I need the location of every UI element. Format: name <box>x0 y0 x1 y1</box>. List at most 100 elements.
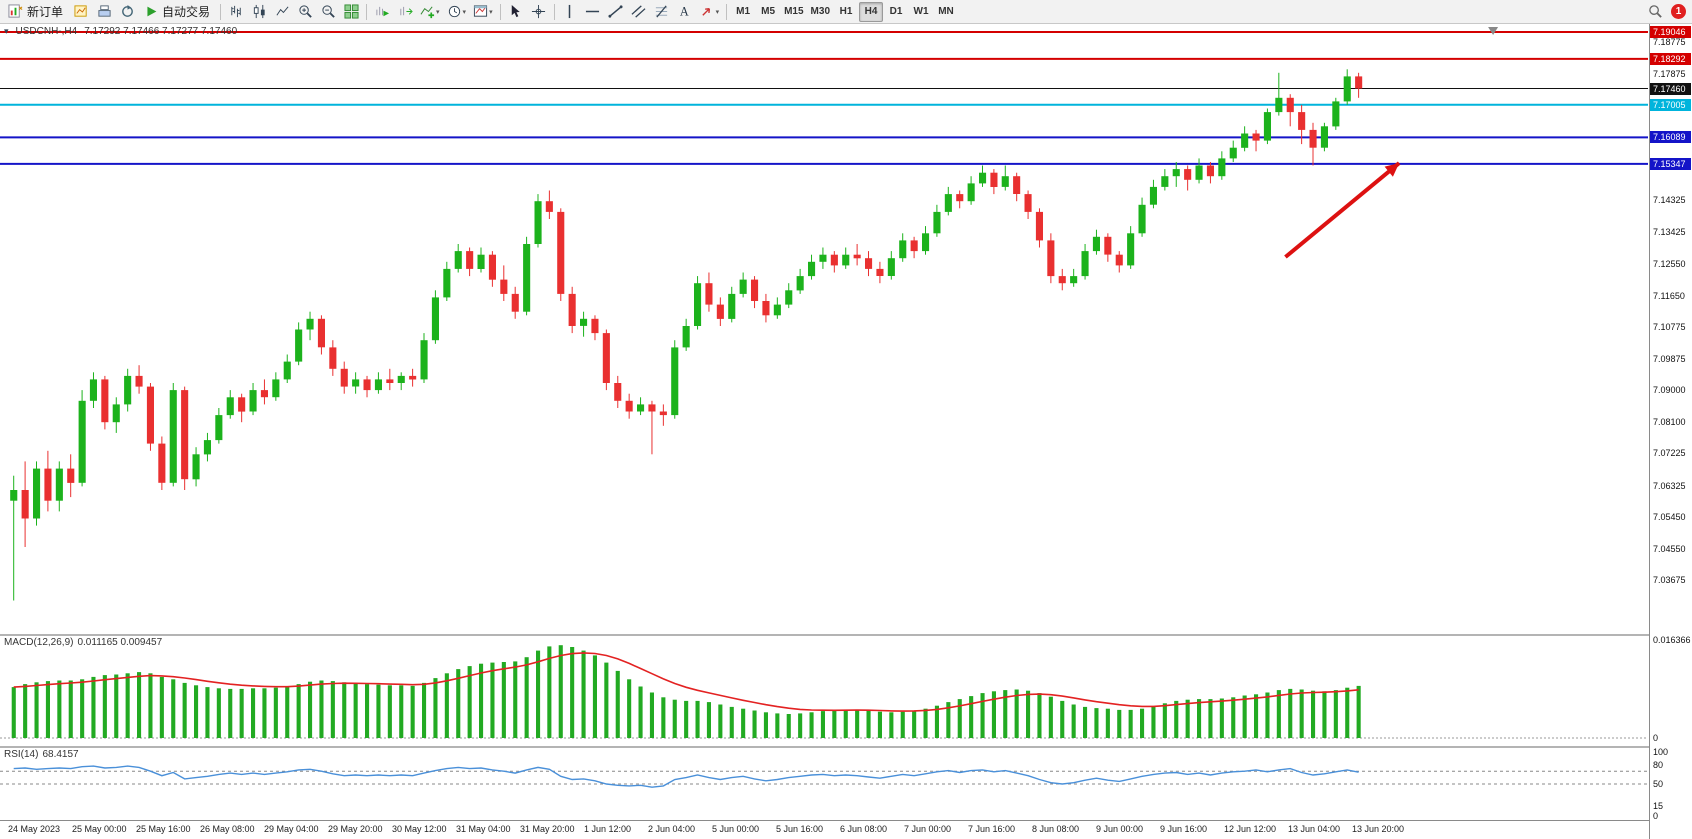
macd-header: MACD(12,26,9) 0.011165 0.009457 <box>4 637 162 648</box>
timeframe-w1-button[interactable]: W1 <box>909 2 933 22</box>
new-order-icon <box>8 4 23 19</box>
tile-windows-icon <box>344 4 359 19</box>
auto-trading-button[interactable]: 自动交易 <box>139 2 216 22</box>
price-axis[interactable]: 7.18775 7.17875 7.14325 7.13425 7.12550 7.116… <box>1650 24 1691 839</box>
price-tag: 7.16089 <box>1650 131 1691 144</box>
dropdown-arrow-icon: ▾ <box>462 8 467 16</box>
timeframe-d1-button[interactable]: D1 <box>884 2 908 22</box>
crosshair-icon <box>531 4 546 19</box>
vertical-line-button[interactable] <box>559 2 581 22</box>
fibonacci-button[interactable] <box>651 2 673 22</box>
new-order-label: 新订单 <box>27 5 64 19</box>
channel-icon <box>631 4 646 19</box>
zoom-in-button[interactable] <box>294 2 316 22</box>
price-tag: 7.17460 <box>1650 82 1691 95</box>
axis-label: 7.04550 <box>1653 543 1686 554</box>
chart-window: ▾ USDCNH-,H4 7.17292 7.17466 7.17277 7.1… <box>0 24 1692 839</box>
auto-scroll-icon <box>375 4 390 19</box>
time-label: 9 Jun 16:00 <box>1160 824 1208 834</box>
cursor-icon <box>508 4 523 19</box>
zoom-out-button[interactable] <box>317 2 339 22</box>
search-button[interactable] <box>1644 2 1666 22</box>
timeframe-mn-button[interactable]: MN <box>934 2 958 22</box>
axis-label: 7.07225 <box>1653 448 1686 459</box>
rsi-value: 68.4157 <box>42 749 79 760</box>
trendline-icon <box>608 4 623 19</box>
macd-panel[interactable]: MACD(12,26,9) 0.011165 0.009457 <box>0 636 1649 746</box>
time-label: 26 May 08:00 <box>200 824 255 834</box>
profiles-button[interactable] <box>93 2 115 22</box>
search-icon <box>1648 4 1663 19</box>
time-label: 31 May 20:00 <box>520 824 575 834</box>
refresh-button[interactable] <box>116 2 138 22</box>
zoom-in-icon <box>298 4 313 19</box>
axis-label: 7.10775 <box>1653 321 1686 332</box>
symbol-menu-icon[interactable]: ▾ <box>4 26 9 36</box>
candlestick-chart-button[interactable] <box>248 2 270 22</box>
arrows-button[interactable]: ▾ <box>697 2 723 22</box>
axis-label: 80 <box>1653 759 1664 770</box>
channel-button[interactable] <box>628 2 650 22</box>
time-label: 29 May 20:00 <box>328 824 383 834</box>
toolbar-separator <box>366 3 368 20</box>
templates-button[interactable]: ▾ <box>470 2 496 22</box>
time-label: 9 Jun 00:00 <box>1096 824 1144 834</box>
horizontal-line-icon <box>585 4 600 19</box>
fibonacci-icon <box>654 4 669 19</box>
rsi-panel[interactable]: RSI(14) 68.4157 <box>0 748 1649 820</box>
axis-label: 0 <box>1653 733 1659 743</box>
axis-label: 7.06325 <box>1653 480 1686 491</box>
periods-button[interactable]: ▾ <box>444 2 470 22</box>
vertical-line-icon <box>562 4 577 19</box>
panel-divider[interactable] <box>0 634 1649 636</box>
axis-label: 7.17875 <box>1653 68 1686 79</box>
bar-chart-button[interactable] <box>225 2 247 22</box>
rsi-chart[interactable] <box>0 748 1648 820</box>
chart-shift-button[interactable] <box>394 2 416 22</box>
macd-values: 0.011165 0.009457 <box>77 637 163 648</box>
new-order-button[interactable]: 新订单 <box>2 2 69 22</box>
macd-chart[interactable] <box>0 636 1648 746</box>
toolbar-separator <box>726 3 728 20</box>
text-button[interactable]: A <box>674 2 696 22</box>
timeframe-m30-button[interactable]: M30 <box>808 2 833 22</box>
zoom-out-icon <box>321 4 336 19</box>
dropdown-arrow-icon: ▾ <box>489 8 493 16</box>
axis-label: 15 <box>1653 801 1664 812</box>
new-chart-button[interactable] <box>70 2 92 22</box>
line-chart-button[interactable] <box>271 2 293 22</box>
panel-divider[interactable] <box>0 746 1649 748</box>
main-toolbar: 新订单 自动交易 ▾ ▾ ▾ A ▾ M1 M5 <box>0 0 1692 24</box>
template-icon <box>473 4 488 19</box>
timeframe-m15-button[interactable]: M15 <box>781 2 806 22</box>
trendline-button[interactable] <box>605 2 627 22</box>
indicators-button[interactable]: ▾ <box>417 2 443 22</box>
toolbar-separator <box>553 3 555 20</box>
line-chart-icon <box>275 4 290 19</box>
notification-badge[interactable]: 1 <box>1671 4 1686 19</box>
horizontal-line-button[interactable] <box>582 2 604 22</box>
axis-label: 7.12550 <box>1653 258 1686 269</box>
main-chart-panel[interactable]: ▾ USDCNH-,H4 7.17292 7.17466 7.17277 7.1… <box>0 24 1649 634</box>
dropdown-arrow-icon: ▾ <box>715 8 720 16</box>
cursor-button[interactable] <box>505 2 527 22</box>
text-icon: A <box>677 4 692 19</box>
clock-icon <box>447 4 462 19</box>
trend-arrow <box>1384 163 1400 177</box>
timeframe-m5-button[interactable]: M5 <box>756 2 780 22</box>
chart-plus-icon <box>73 4 89 19</box>
arrows-icon <box>700 4 715 19</box>
candlestick-chart[interactable] <box>0 24 1648 634</box>
timeframe-m1-button[interactable]: M1 <box>731 2 755 22</box>
crosshair-button[interactable] <box>528 2 550 22</box>
toolbar-separator <box>220 3 222 20</box>
axis-label: 7.13425 <box>1653 227 1686 238</box>
tile-windows-button[interactable] <box>340 2 362 22</box>
auto-scroll-button[interactable] <box>371 2 393 22</box>
time-label: 25 May 00:00 <box>72 824 127 834</box>
timeframe-h1-button[interactable]: H1 <box>834 2 858 22</box>
axis-label: 7.14325 <box>1653 195 1686 206</box>
time-label: 8 Jun 08:00 <box>1032 824 1080 834</box>
timeframe-h4-button[interactable]: H4 <box>859 1 883 22</box>
time-axis[interactable]: 24 May 2023 25 May 00:00 25 May 16:00 26 Ma… <box>0 820 1649 839</box>
